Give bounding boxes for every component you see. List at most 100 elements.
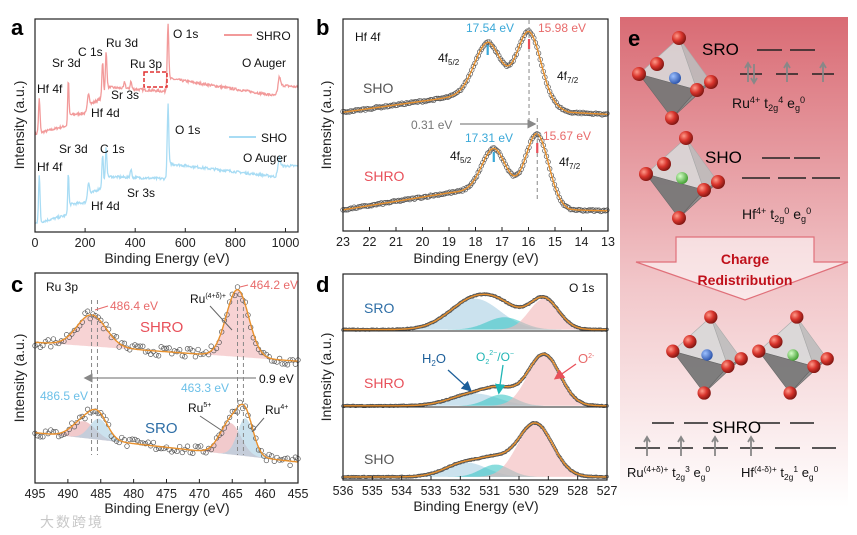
data-point bbox=[507, 169, 513, 175]
fit-line bbox=[34, 403, 299, 463]
peak-label: Hf 4d bbox=[91, 106, 120, 120]
oxygen-atom bbox=[639, 167, 653, 181]
oxygen-atom bbox=[752, 344, 766, 358]
peak-label: Hf 4d bbox=[91, 199, 120, 213]
peak-label: O Auger bbox=[243, 151, 287, 165]
data-point bbox=[184, 443, 191, 449]
data-point bbox=[37, 344, 43, 350]
x-tick-label: 17 bbox=[495, 235, 509, 249]
data-point bbox=[481, 156, 488, 163]
data-point bbox=[483, 153, 489, 160]
watermark: 大数跨境 bbox=[40, 514, 104, 530]
data-point bbox=[153, 446, 159, 453]
config-part: 2g bbox=[774, 214, 784, 224]
data-point bbox=[98, 317, 104, 323]
data-point bbox=[462, 79, 469, 85]
x-tick-label: 13 bbox=[601, 235, 615, 249]
spin-up-arrow-icon bbox=[747, 435, 755, 456]
data-point bbox=[284, 362, 291, 368]
data-point bbox=[500, 60, 507, 66]
y-axis-label-d: Intensity (a.u.) bbox=[318, 333, 334, 422]
peak-label: O 1s bbox=[173, 27, 198, 41]
series-shro bbox=[32, 284, 301, 368]
component-fill bbox=[343, 298, 607, 330]
x-tick-label: 18 bbox=[469, 235, 483, 249]
orbital-label: 4f7/2 bbox=[557, 69, 579, 85]
oxygen-atom bbox=[683, 335, 697, 349]
x-tick-label: 528 bbox=[567, 484, 588, 498]
config-part: g bbox=[809, 472, 814, 482]
series-label-sho: SHO bbox=[364, 451, 394, 467]
series-sho bbox=[341, 421, 609, 480]
oxygen-atom bbox=[820, 352, 834, 366]
x-tick-label: 19 bbox=[442, 235, 456, 249]
peak-energy-label: 486.5 eV bbox=[40, 389, 88, 403]
octahedron bbox=[632, 31, 718, 125]
oxygen-atom bbox=[697, 183, 711, 197]
data-point bbox=[40, 434, 46, 440]
x-axis-label-c: Binding Energy (eV) bbox=[104, 500, 229, 516]
data-point bbox=[561, 107, 567, 113]
config-part: 2g bbox=[676, 472, 686, 482]
panel-b-annotations: Hf 4f 17.54 eV 15.98 eV 4f5/2 4f7/2 SHO … bbox=[355, 21, 591, 184]
data-point bbox=[42, 338, 49, 345]
ru-3p-highlight-box bbox=[143, 71, 168, 88]
charge-redistribution-arrow bbox=[635, 236, 849, 301]
data-point bbox=[470, 63, 477, 70]
peak-energy-label: 17.31 eV bbox=[465, 131, 513, 145]
data-point bbox=[473, 55, 480, 62]
data-point bbox=[491, 45, 497, 51]
config-part: Hf bbox=[741, 465, 754, 480]
oxygen-atom bbox=[632, 67, 646, 81]
data-point bbox=[515, 170, 521, 177]
data-point bbox=[134, 343, 141, 349]
data-point bbox=[457, 302, 461, 306]
species-label: Ru(4+δ)+ bbox=[190, 292, 226, 306]
data-point bbox=[518, 166, 524, 173]
data-point bbox=[226, 414, 233, 421]
config-part: e bbox=[789, 206, 801, 222]
peak-label: Ru 3d bbox=[106, 36, 138, 50]
x-axis-label-b: Binding Energy (eV) bbox=[413, 250, 538, 266]
data-point bbox=[142, 440, 149, 447]
plot-frame bbox=[342, 18, 609, 232]
peak-label: Hf 4f bbox=[37, 160, 63, 174]
data-point bbox=[591, 208, 597, 214]
x-tick-label: 21 bbox=[389, 235, 403, 249]
spin-up-arrow-icon bbox=[711, 435, 719, 456]
data-point bbox=[494, 148, 500, 154]
x-tick-label: 15 bbox=[548, 235, 562, 249]
chart-panel-a: 0 200 400 600 800 1000 bbox=[32, 18, 299, 250]
config-part: 2g bbox=[768, 103, 778, 113]
config-part: Ru bbox=[627, 465, 644, 480]
data-point bbox=[478, 163, 484, 169]
y-axis-label-a: Intensity (a.u.) bbox=[11, 81, 27, 170]
x-tick-label: 465 bbox=[222, 487, 243, 501]
hf-atom bbox=[787, 349, 799, 361]
oxygen-atom bbox=[679, 131, 693, 145]
oxygen-atom bbox=[665, 111, 679, 125]
data-point bbox=[203, 450, 209, 456]
spin-up-arrow-icon bbox=[744, 61, 752, 82]
data-point bbox=[190, 450, 196, 456]
data-point bbox=[127, 436, 133, 443]
oxygen-atom bbox=[769, 335, 783, 349]
data-point bbox=[129, 436, 135, 442]
x-tick-label: 495 bbox=[25, 487, 46, 501]
data-point bbox=[113, 334, 120, 340]
component-fill bbox=[343, 462, 607, 477]
data-point bbox=[465, 184, 472, 190]
data-point bbox=[84, 406, 91, 412]
peak-energy-label: 15.67 eV bbox=[543, 129, 591, 143]
electron-configuration-label: Ru4+ t2g4 eg0 bbox=[732, 95, 805, 113]
data-point bbox=[564, 204, 570, 210]
peak-energy-label: 463.3 eV bbox=[181, 381, 229, 395]
data-point bbox=[496, 149, 502, 155]
data-point bbox=[516, 169, 523, 176]
config-part: 0 bbox=[814, 464, 819, 474]
arrow-text-line2: Redistribution bbox=[698, 272, 793, 288]
data-point bbox=[198, 443, 204, 449]
data-point bbox=[505, 167, 512, 174]
data-point bbox=[234, 284, 241, 290]
peak-label: Sr 3s bbox=[111, 88, 139, 102]
